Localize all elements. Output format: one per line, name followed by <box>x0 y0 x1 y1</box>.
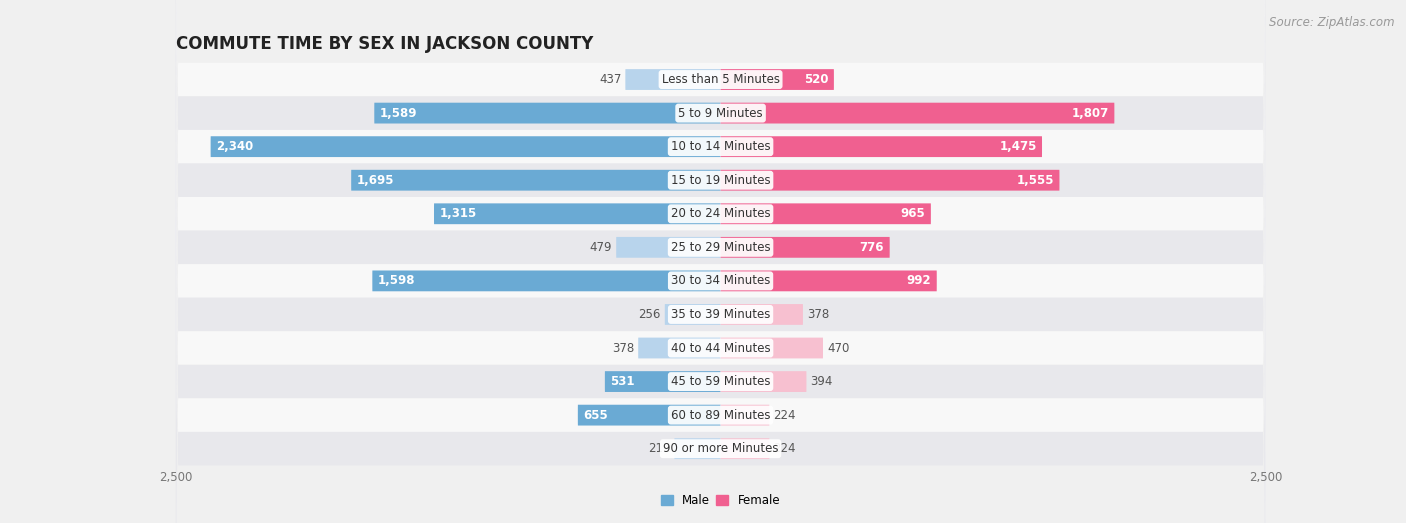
Text: 1,315: 1,315 <box>440 207 477 220</box>
FancyBboxPatch shape <box>605 371 721 392</box>
FancyBboxPatch shape <box>665 304 721 325</box>
Text: 35 to 39 Minutes: 35 to 39 Minutes <box>671 308 770 321</box>
Text: 776: 776 <box>859 241 884 254</box>
FancyBboxPatch shape <box>176 0 1265 523</box>
FancyBboxPatch shape <box>721 203 931 224</box>
FancyBboxPatch shape <box>626 69 721 90</box>
Text: 378: 378 <box>612 342 634 355</box>
FancyBboxPatch shape <box>176 0 1265 523</box>
Text: 394: 394 <box>810 375 832 388</box>
FancyBboxPatch shape <box>578 405 721 426</box>
Text: 256: 256 <box>638 308 661 321</box>
Text: 479: 479 <box>589 241 612 254</box>
Text: 15 to 19 Minutes: 15 to 19 Minutes <box>671 174 770 187</box>
Text: 531: 531 <box>610 375 634 388</box>
FancyBboxPatch shape <box>374 103 721 123</box>
FancyBboxPatch shape <box>176 0 1265 465</box>
FancyBboxPatch shape <box>721 438 769 459</box>
Text: 378: 378 <box>807 308 830 321</box>
Text: 1,589: 1,589 <box>380 107 418 120</box>
FancyBboxPatch shape <box>721 270 936 291</box>
FancyBboxPatch shape <box>176 0 1265 523</box>
Text: 1,555: 1,555 <box>1017 174 1054 187</box>
Text: 992: 992 <box>907 275 931 288</box>
FancyBboxPatch shape <box>176 0 1265 523</box>
FancyBboxPatch shape <box>176 0 1265 499</box>
FancyBboxPatch shape <box>176 0 1265 523</box>
FancyBboxPatch shape <box>721 338 823 358</box>
Text: 60 to 89 Minutes: 60 to 89 Minutes <box>671 408 770 422</box>
Text: 520: 520 <box>804 73 828 86</box>
Text: 224: 224 <box>773 442 796 455</box>
Legend: Male, Female: Male, Female <box>657 490 785 512</box>
Text: Less than 5 Minutes: Less than 5 Minutes <box>662 73 779 86</box>
FancyBboxPatch shape <box>616 237 721 258</box>
FancyBboxPatch shape <box>176 0 1265 523</box>
Text: 25 to 29 Minutes: 25 to 29 Minutes <box>671 241 770 254</box>
Text: 10 to 14 Minutes: 10 to 14 Minutes <box>671 140 770 153</box>
FancyBboxPatch shape <box>721 137 1042 157</box>
Text: 655: 655 <box>583 408 607 422</box>
FancyBboxPatch shape <box>721 170 1060 190</box>
FancyBboxPatch shape <box>176 0 1265 523</box>
Text: COMMUTE TIME BY SEX IN JACKSON COUNTY: COMMUTE TIME BY SEX IN JACKSON COUNTY <box>176 35 593 53</box>
Text: 40 to 44 Minutes: 40 to 44 Minutes <box>671 342 770 355</box>
FancyBboxPatch shape <box>638 338 721 358</box>
FancyBboxPatch shape <box>211 137 721 157</box>
FancyBboxPatch shape <box>176 63 1265 523</box>
FancyBboxPatch shape <box>352 170 721 190</box>
FancyBboxPatch shape <box>721 304 803 325</box>
Text: 1,598: 1,598 <box>378 275 415 288</box>
Text: 20 to 24 Minutes: 20 to 24 Minutes <box>671 207 770 220</box>
FancyBboxPatch shape <box>721 371 807 392</box>
Text: 45 to 59 Minutes: 45 to 59 Minutes <box>671 375 770 388</box>
Text: 30 to 34 Minutes: 30 to 34 Minutes <box>671 275 770 288</box>
FancyBboxPatch shape <box>675 438 721 459</box>
Text: 90 or more Minutes: 90 or more Minutes <box>662 442 779 455</box>
Text: 1,807: 1,807 <box>1071 107 1109 120</box>
FancyBboxPatch shape <box>434 203 721 224</box>
FancyBboxPatch shape <box>721 237 890 258</box>
Text: 1,695: 1,695 <box>357 174 394 187</box>
Text: 212: 212 <box>648 442 671 455</box>
Text: 5 to 9 Minutes: 5 to 9 Minutes <box>678 107 763 120</box>
Text: 470: 470 <box>827 342 849 355</box>
Text: 437: 437 <box>599 73 621 86</box>
FancyBboxPatch shape <box>721 405 769 426</box>
Text: 1,475: 1,475 <box>1000 140 1036 153</box>
FancyBboxPatch shape <box>721 103 1115 123</box>
Text: Source: ZipAtlas.com: Source: ZipAtlas.com <box>1270 16 1395 29</box>
FancyBboxPatch shape <box>721 69 834 90</box>
FancyBboxPatch shape <box>176 29 1265 523</box>
Text: 224: 224 <box>773 408 796 422</box>
Text: 2,340: 2,340 <box>217 140 253 153</box>
FancyBboxPatch shape <box>373 270 721 291</box>
FancyBboxPatch shape <box>176 0 1265 523</box>
Text: 965: 965 <box>901 207 925 220</box>
